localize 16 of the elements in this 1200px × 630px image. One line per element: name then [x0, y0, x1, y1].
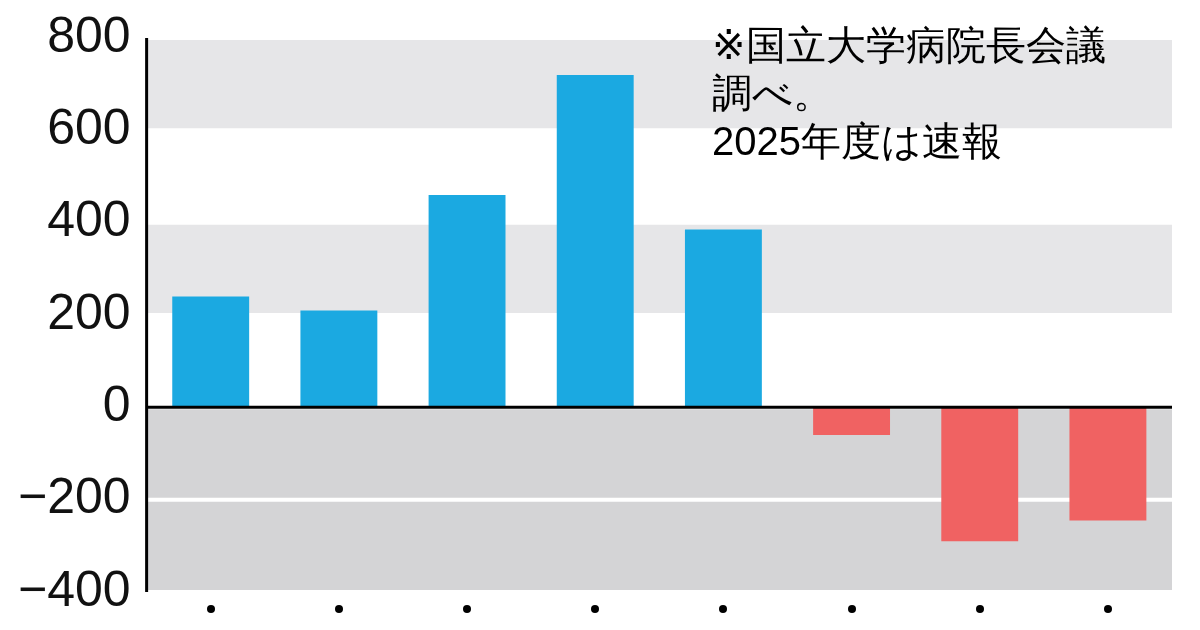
y-tick-label: 400 [47, 191, 131, 248]
y-tick-label: 200 [47, 283, 131, 340]
bar [684, 229, 762, 408]
bar [172, 296, 250, 408]
bar [941, 407, 1019, 542]
bar [428, 194, 506, 408]
y-tick-label: 600 [47, 99, 131, 156]
bar [300, 310, 378, 408]
bar [813, 407, 891, 436]
y-tick-label: −400 [18, 560, 131, 617]
bar [556, 74, 634, 408]
y-tick-label: 0 [102, 376, 131, 433]
bar [1069, 407, 1147, 521]
y-tick-label: −200 [18, 468, 131, 525]
y-tick-label: 800 [47, 6, 131, 63]
annotation: ※国立大学病院長会議調べ。2025年度は速報 [712, 23, 1106, 164]
